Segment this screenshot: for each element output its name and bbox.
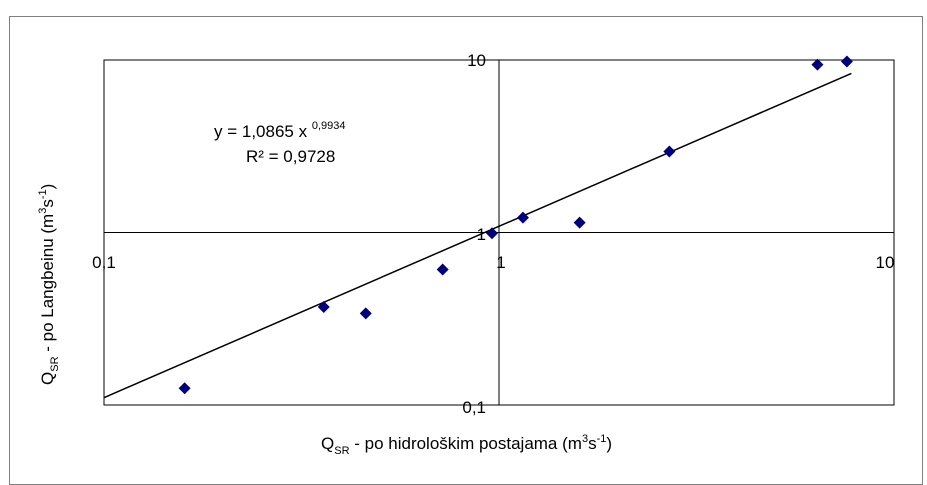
data-point [840,55,853,68]
equation-base: y = 1,0865 x [214,122,312,141]
y-label-main: Q [38,372,57,385]
data-point [178,382,191,395]
y-label-sup2: -1 [37,189,49,199]
data-point [436,263,449,276]
y-label-end: ) [38,184,57,190]
data-point [485,227,498,240]
data-point [516,211,529,224]
x-tick-label-2: 10 [876,253,895,272]
x-label-sup1: 3 [582,433,588,445]
y-label-rest: - po Langbeinu (m [38,214,57,357]
equation-exponent: 0,9934 [312,120,346,132]
data-point [573,216,586,229]
x-label-rest: - po hidrološkim postajama (m [350,434,582,453]
y-axis-label: QSR - po Langbeinu (m3s-1) [37,184,61,385]
data-point [811,58,824,71]
x-label-end: ) [606,434,612,453]
x-label-sub: SR [334,445,349,457]
x-tick-label-0: 0,1 [92,253,116,272]
y-label-sup1: 3 [37,208,49,214]
chart-frame [9,16,923,485]
r-squared: R² = 0,9728 [246,147,335,166]
data-points [178,55,853,395]
data-point [359,307,372,320]
y-tick-label-2: 10 [467,51,486,70]
x-label-sup2: -1 [597,433,607,445]
x-label-mid: s [588,434,597,453]
x-label-main: Q [321,434,334,453]
y-tick-label-0: 0,1 [462,398,486,417]
y-label-sub: SR [49,356,61,371]
x-tick-label-1: 1 [496,253,505,272]
trendline [103,72,852,399]
y-tick-label-1: 1 [477,225,486,244]
trend-equation: y = 1,0865 x 0,9934 [214,120,345,141]
data-point [663,145,676,158]
y-label-mid: s [38,199,57,208]
data-point [317,300,330,313]
x-axis-label: QSR - po hidrološkim postajama (m3s-1) [321,433,612,457]
